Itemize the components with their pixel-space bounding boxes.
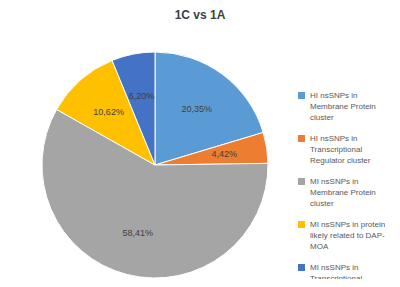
html-text:HI nsSNPs in Transcriptional R: HI nsSNPs in Transcriptional Regulator c… [310,134,371,165]
svg-text:4,42%: 4,42% [211,149,237,159]
html-text:1C vs 1A: 1C vs 1A [174,8,226,22]
html-text:MI nsSNPs in protein likely re: MI nsSNPs in protein likely related to D… [310,220,386,251]
svg-text:20,35%: 20,35% [182,104,213,114]
svg-text:58,41%: 58,41% [122,228,153,238]
svg-text:10,62%: 10,62% [93,107,124,117]
html-text:HI nsSNPs in Membrane Protein: HI nsSNPs in Membrane Protein cluster [310,91,376,122]
svg-text:6,20%: 6,20% [129,91,155,101]
html-text:MI nsSNPs in Membrane Protein: MI nsSNPs in Membrane Protein cluster [310,177,376,208]
